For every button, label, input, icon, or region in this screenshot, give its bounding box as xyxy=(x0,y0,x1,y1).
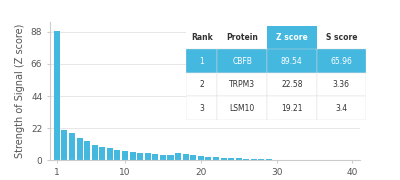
Bar xyxy=(236,158,242,160)
FancyBboxPatch shape xyxy=(218,49,267,73)
Bar xyxy=(243,159,249,160)
Text: 89.54: 89.54 xyxy=(281,57,303,66)
Text: S score: S score xyxy=(326,33,357,42)
Bar xyxy=(84,141,90,160)
FancyBboxPatch shape xyxy=(317,96,366,120)
FancyBboxPatch shape xyxy=(218,96,267,120)
FancyBboxPatch shape xyxy=(186,26,218,49)
Bar xyxy=(122,151,128,160)
Bar xyxy=(69,133,75,160)
Bar xyxy=(258,159,264,160)
Text: 1: 1 xyxy=(200,57,204,66)
Bar xyxy=(76,138,82,160)
Bar xyxy=(205,157,212,160)
FancyBboxPatch shape xyxy=(317,49,366,73)
Bar xyxy=(168,155,174,160)
Text: 22.58: 22.58 xyxy=(281,80,302,89)
Bar xyxy=(198,156,204,160)
FancyBboxPatch shape xyxy=(267,73,317,96)
Bar xyxy=(61,130,68,160)
Bar xyxy=(274,159,280,160)
Bar xyxy=(190,155,196,160)
FancyBboxPatch shape xyxy=(267,26,317,49)
Text: 3.36: 3.36 xyxy=(333,80,350,89)
Bar xyxy=(213,157,219,160)
FancyBboxPatch shape xyxy=(218,26,267,49)
Y-axis label: Strength of Signal (Z score): Strength of Signal (Z score) xyxy=(15,24,25,158)
Text: 3: 3 xyxy=(200,104,204,113)
Bar xyxy=(175,153,181,160)
Text: Rank: Rank xyxy=(191,33,213,42)
FancyBboxPatch shape xyxy=(218,73,267,96)
Text: 2: 2 xyxy=(200,80,204,89)
FancyBboxPatch shape xyxy=(186,96,218,120)
Text: Z score: Z score xyxy=(276,33,308,42)
Bar xyxy=(220,158,227,160)
Text: 3.4: 3.4 xyxy=(335,104,348,113)
FancyBboxPatch shape xyxy=(317,26,366,49)
Bar xyxy=(228,158,234,160)
FancyBboxPatch shape xyxy=(186,49,218,73)
Bar xyxy=(114,150,120,160)
FancyBboxPatch shape xyxy=(267,49,317,73)
Bar xyxy=(107,148,113,160)
FancyBboxPatch shape xyxy=(186,73,218,96)
Bar xyxy=(152,154,158,160)
Bar xyxy=(160,155,166,160)
Bar xyxy=(266,159,272,160)
Bar xyxy=(99,147,105,160)
Text: 65.96: 65.96 xyxy=(330,57,352,66)
Bar xyxy=(130,152,136,160)
Bar xyxy=(54,31,60,160)
Bar xyxy=(137,153,143,160)
Bar xyxy=(145,154,151,160)
Bar xyxy=(92,145,98,160)
Text: CBFB: CBFB xyxy=(232,57,252,66)
FancyBboxPatch shape xyxy=(317,73,366,96)
Text: 19.21: 19.21 xyxy=(281,104,302,113)
Text: Protein: Protein xyxy=(226,33,258,42)
Bar xyxy=(251,159,257,160)
FancyBboxPatch shape xyxy=(267,96,317,120)
Text: LSM10: LSM10 xyxy=(230,104,255,113)
Bar xyxy=(183,154,189,160)
Text: TRPM3: TRPM3 xyxy=(229,80,255,89)
